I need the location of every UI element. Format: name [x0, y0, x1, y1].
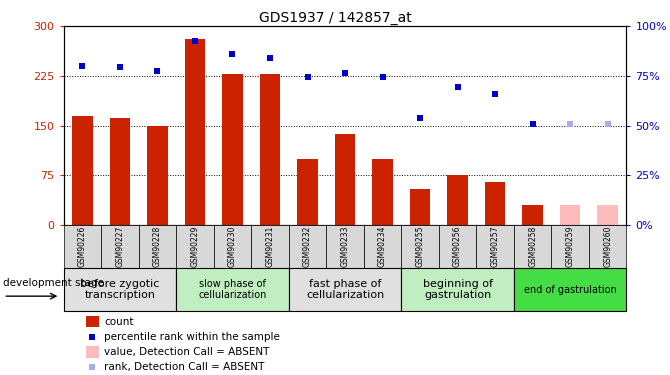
Bar [364, 225, 401, 268]
Text: beginning of
gastrulation: beginning of gastrulation [423, 279, 492, 300]
Bar [64, 268, 176, 311]
Bar [289, 268, 401, 311]
Bar [439, 225, 476, 268]
Bar [101, 225, 139, 268]
Bar [251, 225, 289, 268]
Bar [476, 225, 514, 268]
Point [227, 51, 238, 57]
Bar [335, 134, 355, 225]
Bar [598, 205, 618, 225]
Bar [514, 225, 551, 268]
Text: GSM90234: GSM90234 [378, 226, 387, 267]
Text: GSM90228: GSM90228 [153, 226, 162, 267]
Text: value, Detection Call = ABSENT: value, Detection Call = ABSENT [104, 347, 269, 357]
Text: before zygotic
transcription: before zygotic transcription [80, 279, 159, 300]
Text: GSM90229: GSM90229 [190, 226, 200, 267]
Point [152, 68, 163, 74]
Text: GSM90231: GSM90231 [265, 226, 275, 267]
Text: GSM90230: GSM90230 [228, 226, 237, 267]
Point [115, 64, 125, 70]
Bar [260, 74, 280, 225]
Bar [514, 268, 626, 311]
Point [565, 121, 576, 127]
Bar [560, 205, 580, 225]
Bar [551, 225, 589, 268]
Text: GSM90258: GSM90258 [528, 226, 537, 267]
Bar [72, 116, 92, 225]
Point [302, 74, 313, 80]
Bar [297, 159, 318, 225]
Bar [523, 205, 543, 225]
Text: GSM90232: GSM90232 [303, 226, 312, 267]
Text: fast phase of
cellularization: fast phase of cellularization [306, 279, 384, 300]
Text: GSM90255: GSM90255 [415, 226, 425, 267]
Text: GSM90226: GSM90226 [78, 226, 87, 267]
Bar [86, 346, 98, 358]
Bar [86, 316, 98, 327]
Text: rank, Detection Call = ABSENT: rank, Detection Call = ABSENT [104, 363, 265, 372]
Text: GSM90260: GSM90260 [603, 226, 612, 267]
Text: GSM90256: GSM90256 [453, 226, 462, 267]
Text: GSM90233: GSM90233 [340, 226, 350, 267]
Point [190, 38, 200, 44]
Bar [326, 225, 364, 268]
Text: GDS1937 / 142857_at: GDS1937 / 142857_at [259, 11, 411, 25]
Text: GSM90227: GSM90227 [115, 226, 125, 267]
Point [600, 272, 611, 278]
Point [527, 121, 538, 127]
Point [265, 55, 275, 61]
Bar [139, 225, 176, 268]
Bar [401, 268, 514, 311]
Bar [214, 225, 251, 268]
Bar [185, 39, 205, 225]
Bar [485, 182, 505, 225]
Bar [289, 225, 326, 268]
Text: percentile rank within the sample: percentile rank within the sample [104, 332, 280, 342]
Bar [110, 118, 130, 225]
Point [490, 91, 500, 97]
Point [377, 74, 388, 80]
Bar [373, 159, 393, 225]
Bar [448, 176, 468, 225]
Point [452, 84, 463, 90]
Text: GSM90257: GSM90257 [490, 226, 500, 267]
Bar [176, 225, 214, 268]
Bar [64, 225, 101, 268]
Text: GSM90259: GSM90259 [565, 226, 575, 267]
Bar [401, 225, 439, 268]
Text: end of gastrulation: end of gastrulation [524, 285, 616, 295]
Bar [222, 74, 243, 225]
Text: slow phase of
cellularization: slow phase of cellularization [198, 279, 267, 300]
Bar [176, 268, 289, 311]
Text: development stage: development stage [3, 278, 105, 288]
Point [77, 63, 88, 69]
Bar [147, 126, 168, 225]
Bar [410, 189, 430, 225]
Point [602, 121, 613, 127]
Point [340, 70, 350, 76]
Bar [589, 225, 626, 268]
Text: count: count [104, 316, 134, 327]
Point [415, 115, 425, 121]
